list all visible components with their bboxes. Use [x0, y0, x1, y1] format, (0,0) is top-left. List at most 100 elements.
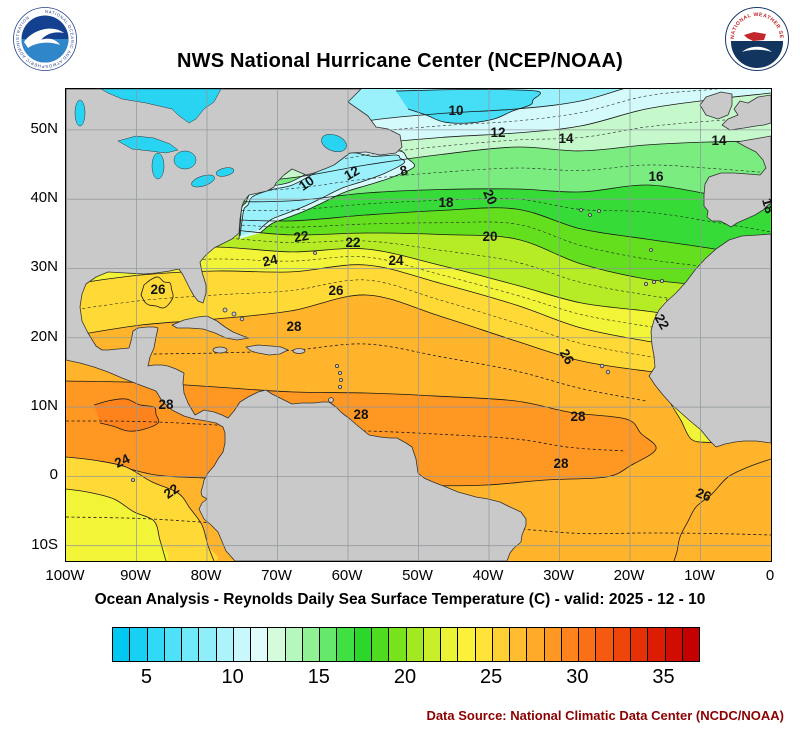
- island-dot: [337, 370, 342, 375]
- patch-contour-dash-27: [66, 420, 627, 452]
- contour-label: 22: [293, 228, 310, 245]
- lon-axis-label: 50W: [402, 567, 433, 584]
- contour-label: 28: [553, 456, 569, 471]
- contour-label: 16: [648, 169, 664, 184]
- colorbar-cell: [320, 628, 338, 661]
- contour-labels: 10 12 14 14 16 8 10 12 18 20 20 22 22 24 24 26 26 28 26 22 1…: [112, 103, 771, 505]
- lake-erie: [191, 174, 215, 188]
- patch-contour-dash-n26: [66, 343, 647, 402]
- contour-label: 28: [353, 407, 369, 422]
- landmass-africa: [648, 233, 771, 448]
- patch-contour-pacific-cool-22: [66, 488, 167, 561]
- colorbar-cell: [665, 628, 683, 661]
- contour-label: 24: [388, 253, 404, 268]
- contour-dashed: [66, 198, 771, 233]
- lat-axis-label: 50N: [30, 119, 58, 137]
- lon-axis-label: 70W: [261, 567, 292, 584]
- island-dot: [231, 311, 237, 317]
- lakes: [74, 89, 347, 188]
- landmass-americas: [66, 89, 527, 561]
- nws-seagull-icon: [742, 46, 772, 52]
- colorbar-tick-label: 15: [307, 666, 330, 688]
- sst-map: 10 12 14 14 16 8 10 12 18 20 20 22 22 24 24 26 26 28 26 22 1…: [66, 89, 771, 561]
- lat-axis-label: 10S: [31, 535, 58, 553]
- contour-label: 14: [558, 131, 574, 146]
- noaa-seagull-icon: [24, 28, 64, 48]
- colorbar-cell: [371, 628, 390, 661]
- lake-michigan: [151, 152, 165, 180]
- lon-axis-label: 100W: [45, 567, 85, 584]
- contour-label: 22: [345, 235, 360, 250]
- island-cape-verde: [599, 363, 605, 369]
- colorbar-cell: [285, 628, 303, 661]
- contour-label: 24: [261, 252, 279, 270]
- contour-label: 18: [438, 195, 454, 210]
- island-puerto-rico: [292, 348, 306, 354]
- lon-axis-label: 20W: [613, 567, 645, 584]
- contour-label: 14: [711, 133, 727, 148]
- contour-label: 12: [341, 163, 362, 184]
- colorbar-cell: [510, 628, 528, 661]
- lat-axis-label: 10N: [30, 397, 58, 415]
- colorbar-cell: [423, 628, 442, 661]
- colorbar-cell: [268, 628, 286, 661]
- colorbar-cell: [579, 628, 597, 661]
- contour-label: 26: [150, 282, 166, 297]
- lon-axis-label: 40W: [472, 567, 504, 584]
- island-madeira: [649, 248, 653, 252]
- lat-axis-label: 30N: [30, 258, 58, 276]
- colorbar-cell: [389, 628, 407, 661]
- contour-dashed: [66, 221, 771, 278]
- lake-hudson-bay: [100, 89, 222, 124]
- patch-contour-gulf-loop-current: [140, 276, 174, 309]
- colorbar-tick-label: 5: [140, 666, 153, 688]
- island-azores: [579, 208, 583, 212]
- contour-dashed: [66, 116, 771, 177]
- island-canaries: [660, 278, 665, 283]
- colorbar-cell: [441, 628, 459, 661]
- colorbar-cell: [337, 628, 355, 661]
- data-source-text: Data Source: National Climatic Data Cent…: [426, 708, 784, 723]
- colorbar-cell: [561, 628, 580, 661]
- contour-label: 22: [652, 311, 673, 332]
- noaa-logo: NATIONAL OCEANIC AND ATMOSPHERIC ADMINIS…: [13, 7, 77, 71]
- lon-axis-label: 60W: [331, 567, 363, 584]
- temperature-colorbar: [112, 627, 700, 662]
- contour-label: 26: [328, 283, 344, 298]
- lat-axis-label: 20N: [30, 327, 58, 345]
- contour-dashed: [66, 237, 771, 314]
- colorbar-cell: [406, 628, 424, 661]
- contour-label: 26: [694, 485, 714, 504]
- colorbar-cell: [164, 628, 183, 661]
- lon-axis-label: 0: [765, 567, 775, 584]
- map-caption: Ocean Analysis - Reynolds Daily Sea Surf…: [94, 591, 706, 608]
- nws-logo: NATIONAL WEATHER SERVICE: [724, 6, 789, 71]
- colorbar-cell: [199, 628, 217, 661]
- island-bermuda: [313, 251, 317, 255]
- colorbar-cell: [182, 628, 200, 661]
- contour-label: 28: [158, 397, 174, 412]
- colorbar-cell: [492, 628, 511, 661]
- contour-dashed: [66, 164, 771, 193]
- island-azores: [597, 209, 601, 213]
- nws-seal-lower: [731, 41, 783, 68]
- colorbar-cell: [130, 628, 148, 661]
- island-cuba: [171, 315, 250, 341]
- colorbar-cell: [527, 628, 545, 661]
- colorbar-cell: [458, 628, 476, 661]
- patch-contour-se-26-contour: [673, 458, 771, 561]
- island-dot: [338, 377, 343, 382]
- lake-ontario: [215, 167, 235, 177]
- colorbar-tick-label: 35: [652, 666, 675, 688]
- island-galapagos: [131, 477, 136, 482]
- lake-huron: [173, 150, 197, 170]
- colorbar-cell: [302, 628, 321, 661]
- lon-axis-label: 30W: [543, 567, 574, 584]
- island-dot: [222, 307, 228, 313]
- colorbar-cell: [147, 628, 165, 661]
- lake-superior: [117, 135, 179, 154]
- contour-label: 26: [557, 346, 578, 367]
- colorbar-cell: [682, 628, 700, 661]
- page-title: NWS National Hurricane Center (NCEP/NOAA…: [176, 50, 624, 72]
- landmass-iberia-france: [703, 135, 771, 228]
